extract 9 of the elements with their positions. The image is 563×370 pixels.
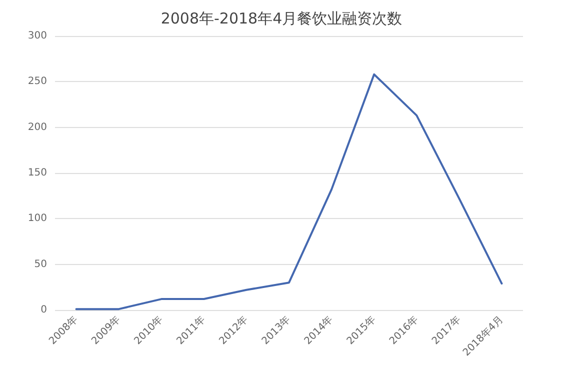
y-tick-label: 150	[28, 168, 47, 178]
y-tick-label: 0	[40, 304, 47, 316]
chart-title: 2008年-2018年4月餐饮业融资次数	[160, 10, 402, 28]
y-tick-label: 250	[28, 76, 47, 88]
y-tick-label: 100	[28, 213, 47, 224]
y-tick-label: 300	[28, 30, 47, 42]
line-series	[75, 73, 503, 310]
y-tick-label: 50	[34, 258, 47, 270]
y-tick-label: 200	[28, 122, 47, 133]
